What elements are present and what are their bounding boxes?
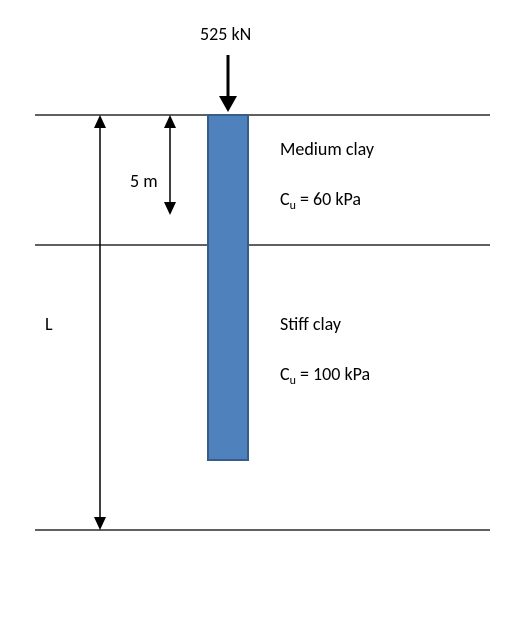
layer2-cu-val: = 100 kPa bbox=[296, 363, 370, 385]
pile-diagram: 525 kN L 5 m Medium clay Cu = 60 kPa Sti… bbox=[0, 0, 521, 619]
load-arrow-icon bbox=[219, 55, 237, 112]
pile bbox=[208, 115, 248, 460]
dimension-5m-label: 5 m bbox=[130, 170, 158, 192]
layer1-cu-val: = 60 kPa bbox=[296, 188, 361, 210]
dimension-L bbox=[94, 115, 106, 530]
layer1-cu: Cu = 60 kPa bbox=[280, 188, 361, 213]
layer2-cu-sym: C bbox=[280, 363, 290, 385]
load-label: 525 kN bbox=[200, 23, 251, 45]
dimension-5m bbox=[164, 115, 176, 215]
layer2-cu: Cu = 100 kPa bbox=[280, 363, 370, 388]
layer2-name: Stiff clay bbox=[280, 313, 342, 335]
dimension-L-label: L bbox=[45, 313, 53, 335]
layer1-name: Medium clay bbox=[280, 138, 375, 160]
layer1-cu-sym: C bbox=[280, 188, 290, 210]
